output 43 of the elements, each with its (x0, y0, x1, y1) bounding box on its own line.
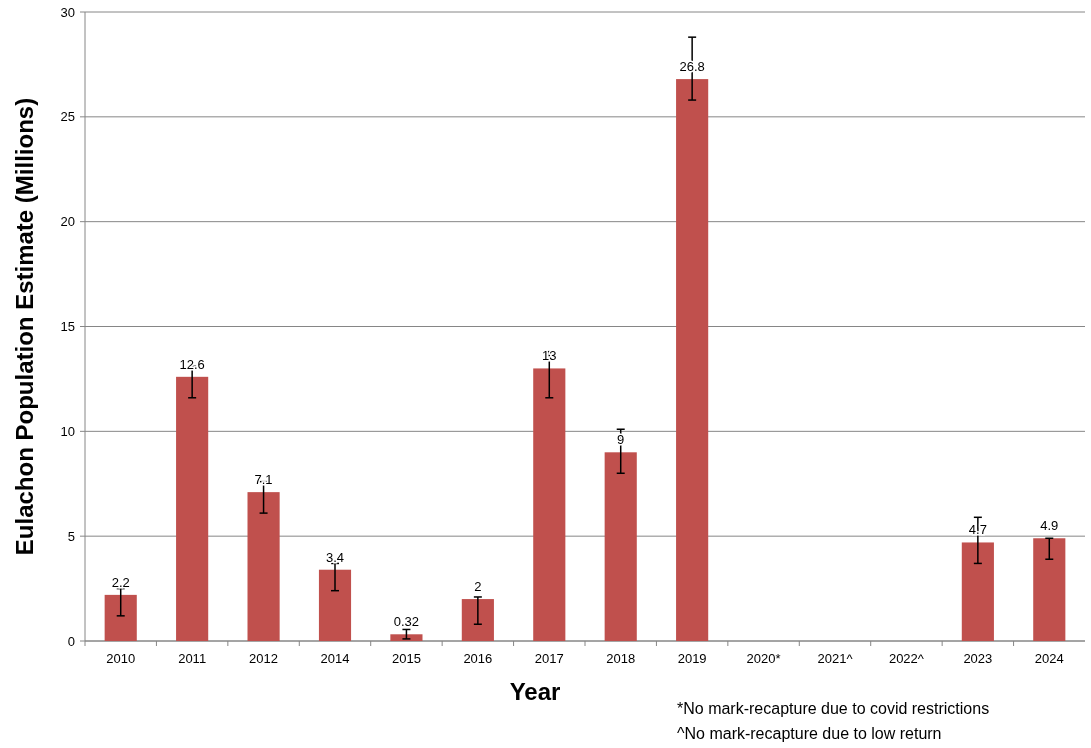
data-label: 7.1 (254, 472, 273, 488)
x-axis-title: Year (509, 678, 561, 705)
bar (247, 492, 280, 641)
y-tick-label: 5 (67, 528, 75, 544)
x-tick-label: 2023 (963, 651, 993, 666)
x-tick-label: 2021^ (817, 651, 854, 666)
data-label: 3.4 (325, 549, 345, 565)
y-tick-label: 25 (60, 109, 75, 125)
text: *No mark-recapture due to covid restrictions (677, 700, 990, 717)
bar (1033, 538, 1066, 641)
data-label: 4.9 (1040, 518, 1059, 534)
x-tick-label: 2017 (534, 651, 564, 666)
y-tick-label: 30 (60, 4, 75, 20)
x-tick-label: 2016 (463, 651, 493, 666)
x-tick-label: 2015 (391, 651, 421, 666)
y-tick-label: 0 (67, 633, 75, 649)
text: ^No mark-recapture due to low return (677, 725, 942, 742)
x-tick-label: 2024 (1034, 651, 1064, 666)
bar (318, 569, 352, 641)
y-tick-label: 20 (60, 214, 75, 230)
x-tick-label: 2012 (249, 651, 279, 666)
x-tick-label: 2010 (106, 651, 136, 666)
x-tick-label: 2020* (746, 651, 781, 666)
bar (533, 368, 566, 641)
data-label: 2.2 (111, 574, 130, 590)
bar (176, 376, 209, 641)
bar (104, 594, 137, 641)
y-axis-title: Eulachon Population Estimate (Millions) (11, 97, 38, 556)
data-label: 0.32 (393, 614, 420, 630)
x-tick-label: 2011 (178, 651, 207, 666)
data-label: 2 (474, 579, 482, 595)
bar (604, 452, 637, 641)
data-label: 12.6 (179, 356, 205, 372)
bar (961, 542, 994, 641)
x-tick-label: 2019 (677, 651, 707, 666)
y-tick-label: 10 (60, 423, 75, 439)
x-tick-label: 2018 (606, 651, 636, 666)
bar (676, 79, 709, 641)
x-tick-label: 2022^ (888, 651, 925, 666)
bar (390, 634, 423, 641)
bar (461, 599, 494, 641)
y-tick-label: 15 (60, 319, 75, 335)
x-tick-label: 2014 (320, 651, 350, 666)
